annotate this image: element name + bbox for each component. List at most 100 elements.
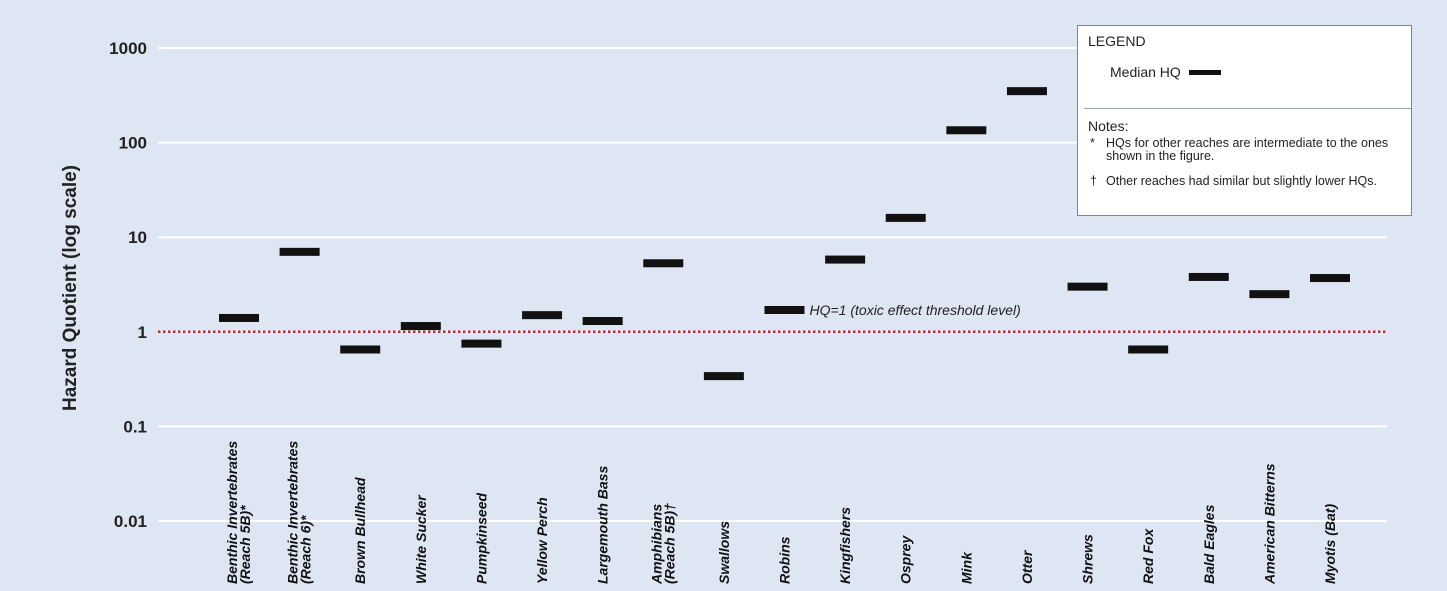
category-label-text: Benthic Invertebrates(Reach 5B)* (224, 441, 253, 584)
category-label: Red Fox (1140, 528, 1156, 584)
median-hq-marker (885, 213, 926, 222)
category-label: Benthic Invertebrates(Reach 6)* (285, 441, 314, 584)
median-hq-swatch (1188, 69, 1221, 75)
category-label-line: Osprey (898, 535, 914, 584)
category-label: American Bitterns (1261, 463, 1277, 585)
category-label-line: Otter (1019, 549, 1035, 584)
median-hq-marker (1310, 274, 1350, 283)
category-label: Pumpkinseed (473, 493, 489, 584)
note-text: Other reaches had similar but slightly l… (1106, 174, 1377, 188)
category-label-text: Osprey (898, 535, 914, 584)
category-label-text: White Sucker (413, 494, 429, 584)
note-text: HQs for other reaches are intermediate t… (1106, 136, 1389, 163)
category-label-text: Pumpkinseed (473, 493, 489, 584)
category-label-line: Myotis (Bat) (1322, 504, 1338, 584)
legend-divider (1084, 108, 1411, 109)
median-hq-marker (1006, 87, 1047, 96)
category-label-text: Yellow Perch (534, 497, 550, 584)
category-label-line: White Sucker (413, 494, 429, 584)
category-label: Kingfishers (837, 507, 853, 584)
category-label-line: Largemouth Bass (595, 466, 611, 584)
category-label: Brown Bullhead (352, 477, 368, 584)
category-label-line: Red Fox (1140, 528, 1156, 584)
category-label: White Sucker (413, 494, 429, 584)
category-label: Robins (777, 536, 793, 584)
category-label-text: Myotis (Bat) (1322, 504, 1338, 584)
category-label-line: (Reach 5B)* (237, 505, 253, 584)
median-hq-marker (703, 372, 744, 381)
median-hq-marker (1249, 290, 1290, 299)
median-hq-marker (764, 305, 805, 314)
legend-title: LEGEND (1088, 33, 1146, 49)
category-label-line: (Reach 5B)† (661, 503, 677, 584)
category-label: Largemouth Bass (595, 466, 611, 584)
category-label: Swallows (716, 521, 732, 584)
category-label-line: Benthic Invertebrates (224, 441, 240, 584)
category-label: Shrews (1080, 534, 1096, 584)
median-hq-marker (825, 255, 866, 264)
legend-entry-median-hq: Median HQ (1110, 64, 1221, 80)
category-label-text: Bald Eagles (1201, 504, 1217, 584)
category-label-text: Robins (777, 536, 793, 584)
category-label-line: Swallows (716, 521, 732, 584)
note-symbol: * (1090, 136, 1095, 150)
median-hq-marker (219, 313, 259, 322)
category-label-text: Largemouth Bass (595, 466, 611, 584)
category-label-line: Yellow Perch (534, 497, 550, 584)
category-label-text: Amphibians(Reach 5B)† (648, 503, 677, 585)
category-label-text: Mink (958, 551, 974, 584)
median-hq-marker (279, 247, 320, 256)
category-label: Amphibians(Reach 5B)† (648, 503, 677, 585)
median-hq-marker (582, 317, 623, 326)
category-label-text: Shrews (1080, 534, 1096, 584)
category-label-line: Kingfishers (837, 507, 853, 584)
median-hq-marker (522, 311, 563, 320)
category-label: Yellow Perch (534, 497, 550, 584)
y-tick-label: 0.1 (123, 417, 147, 436)
y-tick-label: 1 (138, 323, 147, 342)
category-label-line: (Reach 6)* (298, 515, 314, 584)
category-label-line: Benthic Invertebrates (285, 441, 301, 584)
category-label-line: Pumpkinseed (473, 493, 489, 584)
category-label-line: Brown Bullhead (352, 477, 368, 584)
median-hq-marker (1067, 282, 1108, 291)
category-label-line: Shrews (1080, 534, 1096, 584)
category-label-text: Brown Bullhead (352, 477, 368, 584)
category-label-text: Otter (1019, 549, 1035, 584)
median-hq-marker (400, 322, 441, 331)
category-label-text: Benthic Invertebrates(Reach 6)* (285, 441, 314, 584)
threshold-annotation: HQ=1 (toxic effect threshold level) (810, 302, 1021, 318)
notes-title: Notes: (1088, 118, 1129, 134)
y-tick-label: 1000 (109, 39, 147, 58)
median-hq-marker (1128, 345, 1169, 354)
category-label: Benthic Invertebrates(Reach 5B)* (224, 441, 253, 584)
y-tick-labels: 1000 100 10 1 0.1 0.01 (109, 39, 147, 531)
note-dagger: † Other reaches had similar but slightly… (1090, 175, 1396, 188)
category-labels: Benthic Invertebrates(Reach 5B)* Benthic … (224, 441, 1338, 585)
note-symbol: † (1090, 174, 1097, 188)
y-axis-label: Hazard Quotient (log scale) (60, 165, 81, 411)
median-hq-marker (340, 345, 381, 354)
legend: LEGEND Median HQ Notes: * HQs for other … (1077, 25, 1412, 216)
category-label-text: Red Fox (1140, 528, 1156, 584)
category-label-line: Bald Eagles (1201, 504, 1217, 584)
legend-entry-label: Median HQ (1110, 64, 1181, 80)
category-label-line: Amphibians (648, 504, 664, 585)
category-label: Bald Eagles (1201, 504, 1217, 584)
y-tick-label: 100 (119, 134, 147, 153)
median-hq-markers (219, 87, 1350, 381)
median-hq-marker (946, 126, 987, 135)
y-tick-label: 0.01 (114, 512, 147, 531)
y-tick-label: 10 (128, 228, 147, 247)
category-label: Mink (958, 551, 974, 584)
category-label: Osprey (898, 535, 914, 584)
median-hq-marker (1188, 272, 1229, 281)
category-label-text: Kingfishers (837, 507, 853, 584)
category-label-text: Swallows (716, 521, 732, 584)
category-label-text: American Bitterns (1261, 463, 1277, 585)
category-label-line: Mink (958, 551, 974, 584)
median-hq-marker (643, 259, 684, 268)
category-label: Otter (1019, 549, 1035, 584)
category-label-line: American Bitterns (1261, 463, 1277, 585)
